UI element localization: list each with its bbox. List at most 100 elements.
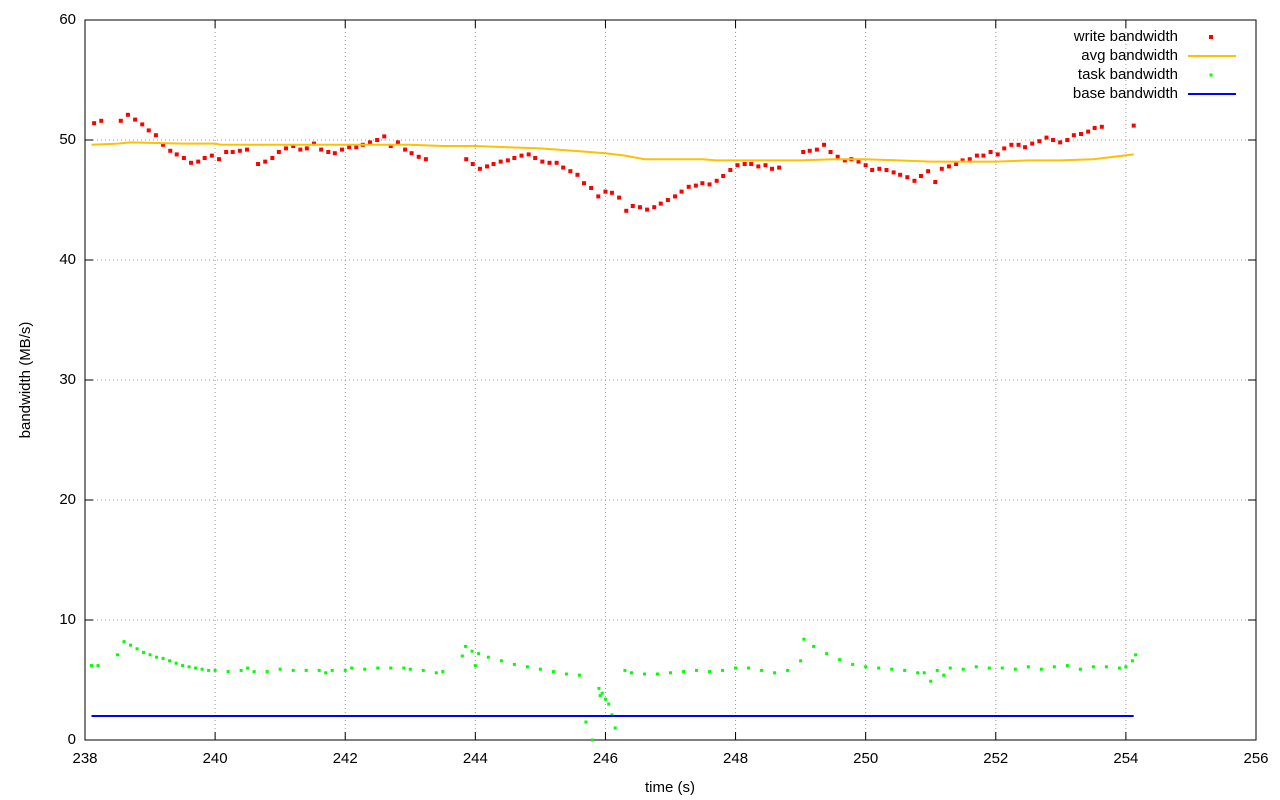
data-point — [99, 118, 104, 123]
data-point — [207, 668, 211, 672]
data-point — [838, 658, 842, 662]
data-point — [912, 178, 917, 183]
data-point — [187, 665, 191, 669]
legend-label: avg bandwidth — [1081, 47, 1178, 64]
data-point — [742, 162, 747, 166]
data-point — [825, 652, 829, 656]
data-point — [547, 160, 552, 165]
data-point — [129, 643, 133, 647]
data-point — [460, 654, 464, 658]
data-point — [217, 157, 222, 162]
data-point — [714, 178, 719, 183]
data-point — [324, 671, 328, 675]
data-point — [1131, 123, 1136, 128]
data-point — [898, 172, 903, 177]
data-point — [1058, 140, 1063, 145]
data-point — [961, 667, 965, 671]
data-point — [213, 668, 217, 672]
data-point — [987, 666, 991, 670]
data-point — [174, 661, 178, 665]
data-point — [1078, 667, 1082, 671]
data-point — [814, 147, 819, 152]
data-point — [332, 151, 337, 156]
data-point — [486, 655, 490, 659]
data-point — [575, 172, 580, 177]
data-point — [981, 153, 986, 158]
data-point — [116, 653, 120, 657]
data-point — [423, 157, 428, 162]
data-point — [1065, 138, 1070, 142]
data-point — [1091, 665, 1095, 669]
data-point — [246, 666, 250, 670]
data-point — [388, 144, 393, 148]
data-point — [623, 668, 627, 672]
data-point — [598, 694, 602, 698]
data-point — [1000, 666, 1004, 670]
data-point — [142, 650, 146, 654]
data-point — [1086, 129, 1091, 134]
data-point — [252, 670, 256, 674]
data-point — [842, 158, 847, 163]
data-point — [525, 665, 529, 669]
data-point — [708, 670, 712, 674]
data-point — [409, 151, 414, 156]
data-point — [988, 150, 993, 154]
data-point — [721, 174, 726, 178]
data-point — [891, 170, 896, 175]
data-point — [1039, 667, 1043, 671]
data-point — [263, 159, 268, 164]
data-point — [658, 201, 663, 206]
data-point — [540, 159, 545, 164]
data-point — [276, 150, 281, 154]
data-point — [382, 134, 387, 139]
data-point — [202, 156, 207, 160]
data-point — [237, 148, 242, 153]
data-point — [645, 207, 650, 212]
data-point — [395, 140, 400, 145]
data-point — [679, 189, 684, 194]
data-point — [148, 653, 152, 657]
data-point — [1092, 126, 1097, 130]
data-point — [877, 666, 881, 670]
data-point — [181, 664, 185, 668]
data-point — [551, 670, 555, 674]
data-point — [181, 156, 186, 160]
data-point — [464, 157, 469, 162]
data-point — [153, 133, 158, 138]
data-point — [519, 153, 524, 158]
x-tick-label: 240 — [203, 750, 228, 767]
data-point — [760, 668, 764, 672]
data-point — [403, 147, 408, 152]
data-point — [291, 668, 295, 672]
data-point — [278, 667, 282, 671]
data-point — [581, 181, 586, 186]
data-point — [421, 668, 425, 672]
legend-label: write bandwidth — [1073, 28, 1178, 45]
data-point — [464, 644, 468, 648]
data-point — [801, 150, 806, 154]
data-point — [224, 150, 229, 154]
data-point — [1016, 142, 1021, 147]
data-point — [319, 147, 324, 152]
data-point — [835, 154, 840, 159]
data-point — [769, 166, 774, 171]
data-point — [1071, 133, 1076, 138]
data-point — [948, 666, 952, 670]
data-point — [822, 142, 827, 147]
data-point — [630, 204, 635, 208]
data-point — [1023, 145, 1028, 150]
data-point — [589, 186, 594, 190]
data-point — [596, 194, 601, 199]
data-point — [200, 667, 204, 671]
data-point — [470, 162, 475, 166]
data-point — [533, 156, 538, 160]
data-point — [304, 146, 309, 151]
data-point — [686, 184, 691, 189]
data-point — [669, 671, 672, 675]
x-tick-label: 242 — [333, 750, 358, 767]
data-point — [624, 208, 629, 213]
data-point — [161, 656, 165, 660]
data-point — [700, 181, 705, 186]
